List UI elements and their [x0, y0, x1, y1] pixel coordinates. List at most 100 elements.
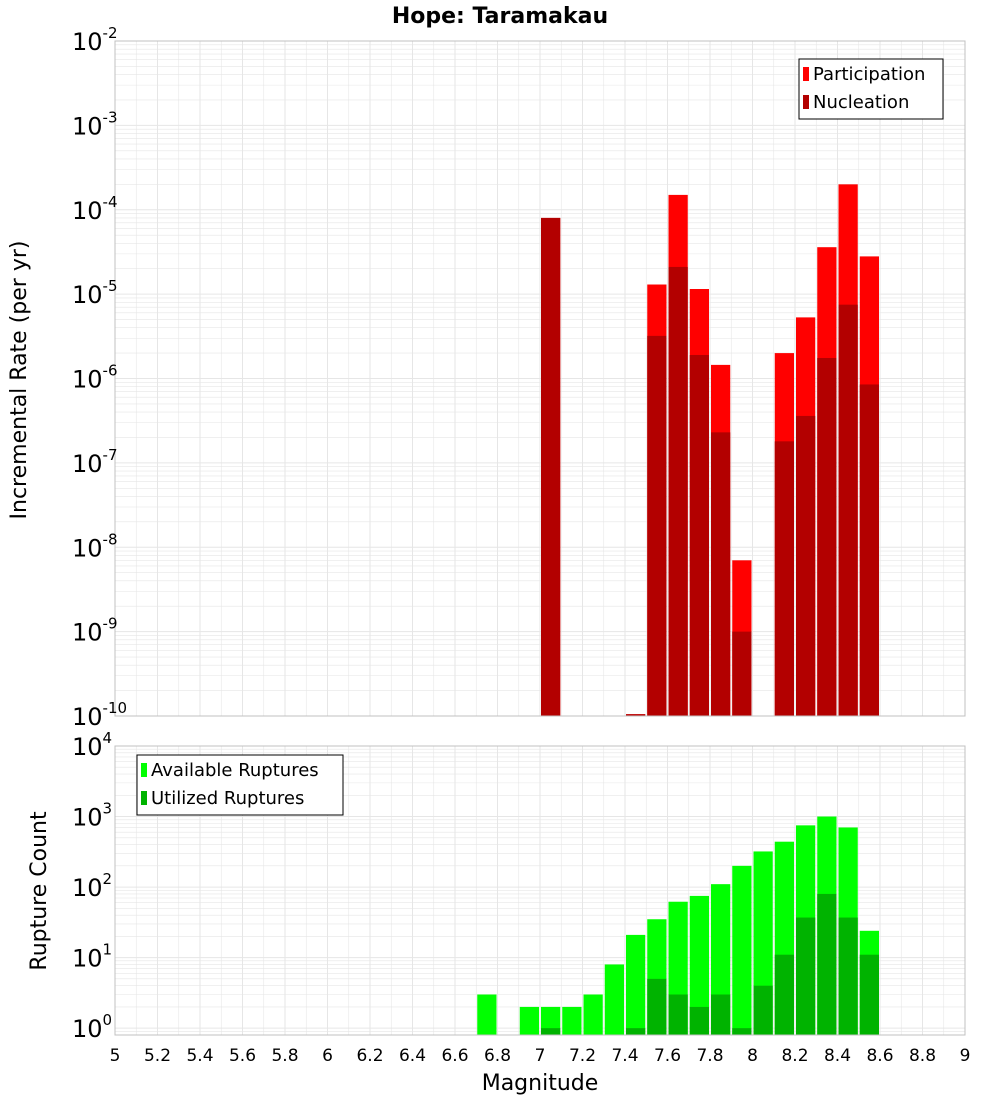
x-tick-label: 9: [960, 1046, 971, 1066]
y-tick-exponent: 0: [103, 1011, 113, 1029]
y-tick-label: 104: [72, 729, 112, 761]
y-tick-exponent: -4: [103, 193, 118, 211]
rate-bar-nucleation: [859, 384, 879, 716]
legend-swatch-participation: [803, 67, 809, 81]
count-bar-available: [604, 964, 624, 1035]
x-tick-label: 7.8: [696, 1046, 723, 1066]
y-tick-base: 10: [72, 197, 103, 225]
rate-bar-nucleation: [689, 354, 709, 716]
y-tick-base: 10: [72, 874, 103, 902]
x-tick-label: 6.8: [484, 1046, 511, 1066]
y-tick-label: 10-9: [72, 615, 118, 647]
count-bar-utilized: [817, 893, 837, 1035]
legend-label-participation: Participation: [813, 64, 925, 85]
y-tick-base: 10: [72, 804, 103, 832]
count-plot-frame: [114, 745, 966, 1036]
count-bar-utilized: [668, 994, 688, 1035]
legend-swatch-utilized: [141, 791, 147, 805]
y-tick-label: 10-2: [72, 24, 118, 56]
y-tick-label: 10-5: [72, 277, 118, 309]
y-tick-base: 10: [72, 703, 103, 731]
legend-label-nucleation: Nucleation: [813, 92, 909, 113]
y-tick-base: 10: [72, 28, 103, 56]
y-tick-label: 10-7: [72, 446, 118, 478]
rate-bar-nucleation: [732, 631, 752, 716]
count-bar-utilized: [626, 1028, 646, 1035]
legend-label-available: Available Ruptures: [151, 760, 319, 781]
count-bar-available: [732, 865, 752, 1035]
count-bar-utilized: [774, 954, 794, 1035]
rate-bar-nucleation: [711, 432, 731, 716]
x-tick-label: 5.2: [144, 1046, 171, 1066]
x-tick-label: 5: [110, 1046, 121, 1066]
y-tick-exponent: -9: [103, 615, 118, 633]
x-tick-label: 7.6: [654, 1046, 681, 1066]
rate-y-axis-label: Incremental Rate (per yr): [7, 241, 32, 520]
count-bar-utilized: [689, 1006, 709, 1035]
y-tick-exponent: -10: [103, 699, 128, 717]
y-tick-base: 10: [72, 366, 103, 394]
rate-legend: Participation Nucleation: [798, 58, 944, 120]
y-tick-exponent: 2: [103, 870, 113, 888]
y-tick-base: 10: [72, 534, 103, 562]
x-tick-label: 7.2: [569, 1046, 596, 1066]
rate-bar-nucleation: [647, 335, 667, 716]
count-bar-available: [562, 1006, 582, 1035]
y-tick-label: 10-4: [72, 193, 118, 225]
rate-bar-nucleation: [796, 415, 816, 716]
legend-box: [136, 754, 344, 816]
y-tick-base: 10: [72, 945, 103, 973]
y-tick-label: 100: [72, 1011, 112, 1043]
count-bar-available: [689, 895, 709, 1035]
x-tick-label: 6: [322, 1046, 333, 1066]
x-tick-label: 5.4: [186, 1046, 213, 1066]
count-y-axis-label: Rupture Count: [27, 811, 52, 971]
x-tick-label: 8.4: [824, 1046, 851, 1066]
y-tick-exponent: -6: [103, 362, 118, 380]
count-legend: Available Ruptures Utilized Ruptures: [136, 754, 344, 816]
y-tick-base: 10: [72, 281, 103, 309]
y-tick-exponent: -3: [103, 108, 118, 126]
x-axis-label: Magnitude: [482, 1071, 599, 1096]
rate-bar-nucleation: [668, 266, 688, 716]
y-tick-base: 10: [72, 112, 103, 140]
x-tick-label: 6.4: [399, 1046, 426, 1066]
count-bar-available: [541, 1006, 561, 1035]
count-bar-utilized: [838, 917, 858, 1035]
legend-swatch-nucleation: [803, 95, 809, 109]
y-tick-base: 10: [72, 1015, 103, 1043]
x-tick-label: 8: [747, 1046, 758, 1066]
y-tick-exponent: -8: [103, 530, 118, 548]
chart-title: Hope: Taramakau: [392, 4, 608, 29]
count-bar-available: [477, 994, 497, 1035]
y-tick-base: 10: [72, 619, 103, 647]
rate-bars: [541, 184, 879, 717]
x-tick-label: 7: [535, 1046, 546, 1066]
x-tick-label: 5.8: [271, 1046, 298, 1066]
legend-box: [798, 58, 944, 120]
y-tick-label: 10-3: [72, 108, 118, 140]
legend-label-utilized: Utilized Ruptures: [151, 788, 304, 809]
y-tick-label: 10-8: [72, 530, 118, 562]
rate-gridlines: [114, 40, 966, 717]
count-bar-utilized: [541, 1028, 561, 1035]
count-bar-utilized: [753, 985, 773, 1035]
y-tick-label: 10-10: [72, 699, 127, 731]
x-tick-label: 8.2: [781, 1046, 808, 1066]
x-tick-label: 8.8: [909, 1046, 936, 1066]
count-bars: [477, 816, 879, 1035]
y-tick-label: 102: [72, 870, 112, 902]
x-tick-label: 5.6: [229, 1046, 256, 1066]
y-tick-exponent: 4: [103, 729, 113, 747]
count-bar-available: [626, 934, 646, 1035]
x-tick-label: 6.6: [441, 1046, 468, 1066]
count-bar-utilized: [859, 954, 879, 1035]
rate-plot-frame: [114, 40, 966, 717]
y-tick-base: 10: [72, 733, 103, 761]
rate-bar-nucleation: [626, 714, 646, 716]
y-tick-exponent: 3: [103, 800, 113, 818]
